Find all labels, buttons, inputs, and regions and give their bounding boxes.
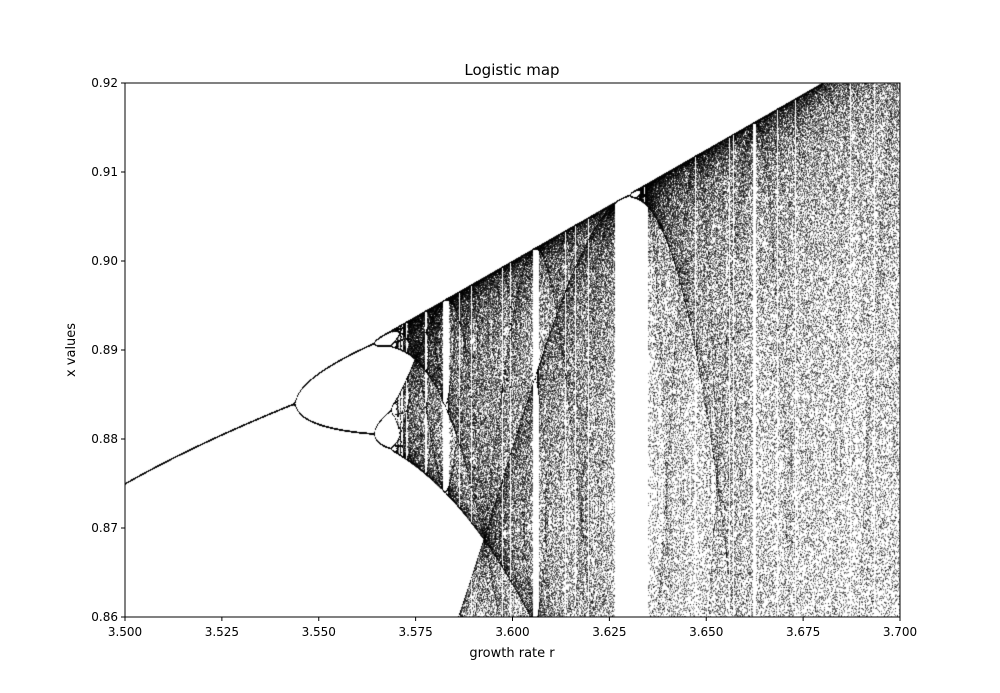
x-tick-label: 3.700 [883, 625, 917, 639]
x-tick-label: 3.675 [786, 625, 820, 639]
x-tick-label: 3.500 [108, 625, 142, 639]
x-tick-label: 3.650 [689, 625, 723, 639]
x-axis-label: growth rate r [469, 646, 555, 661]
y-tick-label: 0.92 [91, 76, 118, 90]
y-tick-group: 0.86 0.87 0.88 0.89 0.90 0.91 0.92 [91, 76, 125, 624]
x-tick-label: 3.525 [205, 625, 239, 639]
x-tick-label: 3.600 [495, 625, 529, 639]
y-tick-label: 0.86 [91, 610, 118, 624]
y-tick-label: 0.91 [91, 165, 118, 179]
y-tick-label: 0.89 [91, 343, 118, 357]
y-tick-label: 0.88 [91, 432, 118, 446]
x-tick-label: 3.550 [302, 625, 336, 639]
bifurcation-scatter [125, 83, 900, 617]
y-axis-label: x values [64, 323, 79, 377]
x-tick-label: 3.625 [592, 625, 626, 639]
x-tick-label: 3.575 [398, 625, 432, 639]
x-tick-group: 3.500 3.525 3.550 3.575 3.600 3.625 3.650 3.675… [108, 617, 917, 639]
chart-title: Logistic map [464, 61, 559, 79]
y-tick-label: 0.90 [91, 254, 118, 268]
y-tick-label: 0.87 [91, 521, 118, 535]
